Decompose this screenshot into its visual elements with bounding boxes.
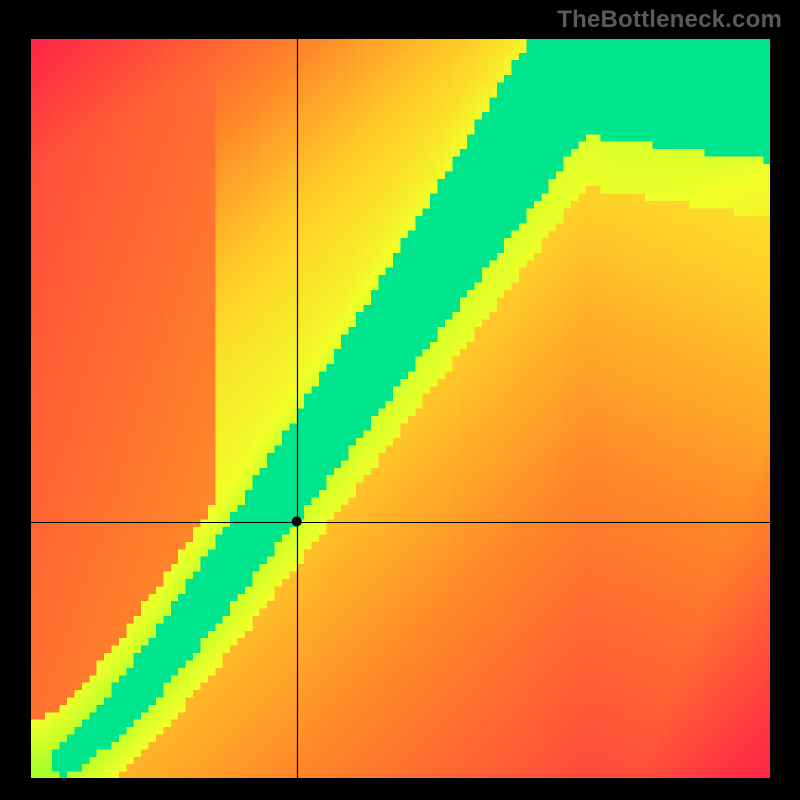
crosshair-overlay (0, 0, 800, 800)
chart-container: TheBottleneck.com (0, 0, 800, 800)
watermark-text: TheBottleneck.com (557, 6, 782, 34)
